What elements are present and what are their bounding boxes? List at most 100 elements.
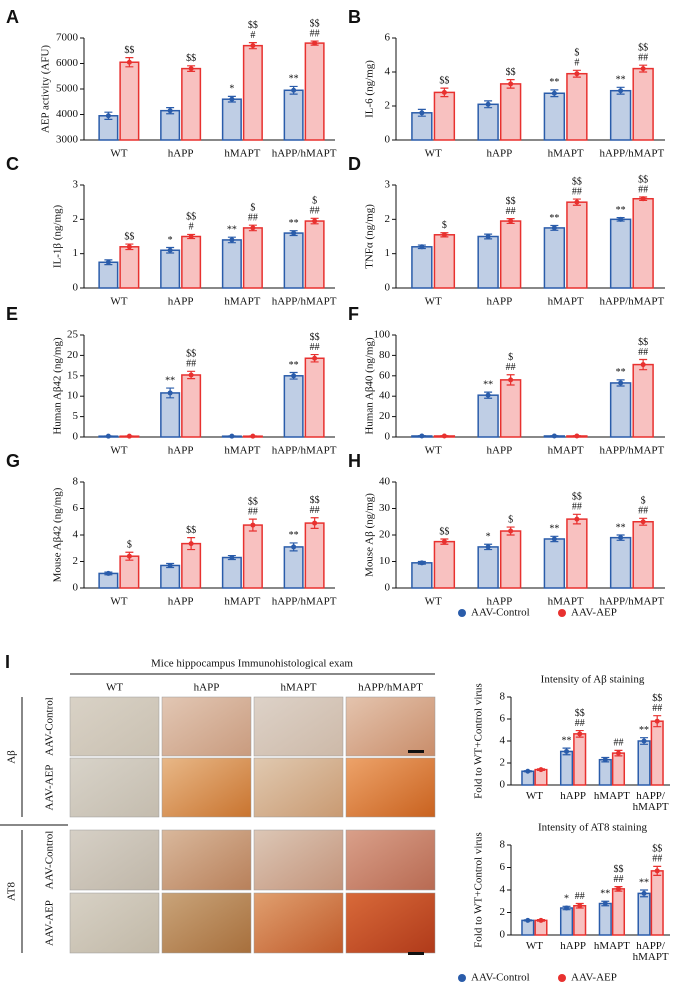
significance: ** bbox=[165, 375, 175, 386]
x-tick-label: hMAPT bbox=[548, 596, 584, 608]
y-tick-label: 5 bbox=[73, 410, 79, 422]
y-tick-label: 7000 bbox=[56, 32, 79, 44]
significance: $ bbox=[508, 514, 513, 525]
significance: ## bbox=[613, 738, 623, 749]
histology-image bbox=[345, 892, 436, 954]
mean-dot bbox=[312, 218, 318, 224]
bar bbox=[283, 546, 304, 589]
significance: ** bbox=[289, 360, 299, 371]
histology-image bbox=[253, 757, 344, 818]
bar bbox=[477, 546, 499, 589]
y-tick-label: 3000 bbox=[56, 134, 79, 146]
bar bbox=[609, 218, 632, 289]
significance: $ bbox=[641, 496, 646, 507]
bar bbox=[433, 540, 456, 589]
x-tick-label: hAPP/hMAPT bbox=[272, 296, 337, 308]
x-tick-label: hAPP/hMAPT bbox=[272, 596, 337, 608]
y-tick-label: 60 bbox=[379, 369, 391, 381]
significance: $ bbox=[442, 220, 447, 231]
legend-marker bbox=[458, 609, 466, 617]
y-tick-label: 20 bbox=[379, 410, 391, 422]
bar bbox=[411, 246, 433, 289]
mean-dot bbox=[105, 570, 111, 576]
y-axis-label: TNFα (ng/mg) bbox=[364, 204, 376, 269]
significance: $$ bbox=[439, 75, 449, 86]
significance: $$ bbox=[124, 45, 134, 56]
y-tick-label: 80 bbox=[379, 349, 391, 361]
bar bbox=[609, 89, 632, 141]
panel-letter: A bbox=[6, 7, 19, 27]
y-axis-label: IL-1β (ng/mg) bbox=[52, 205, 64, 269]
bar bbox=[609, 382, 632, 438]
bar bbox=[609, 536, 632, 589]
y-tick-label: 6 bbox=[385, 32, 391, 44]
x-tick-label: hMAPT bbox=[548, 148, 584, 160]
y-tick-label: 2 bbox=[73, 555, 79, 567]
significance: ## bbox=[310, 28, 320, 39]
bar bbox=[598, 758, 612, 786]
mean-dot bbox=[291, 230, 297, 236]
y-tick-label: 8 bbox=[73, 476, 79, 488]
significance: ** bbox=[289, 74, 299, 85]
mean-dot bbox=[538, 917, 544, 923]
bar bbox=[611, 752, 626, 786]
significance: ## bbox=[575, 718, 585, 729]
histology-image bbox=[69, 829, 160, 891]
x-tick-label: hAPP bbox=[168, 148, 194, 160]
bar bbox=[242, 44, 263, 141]
mean-dot bbox=[564, 905, 570, 911]
x-tick-label: hAPP/hMAPT bbox=[599, 296, 664, 308]
y-tick-label: 0 bbox=[73, 582, 79, 594]
x-tick-label: hMAPT bbox=[224, 596, 260, 608]
significance: $$ bbox=[613, 864, 623, 875]
significance: $$ bbox=[186, 525, 196, 536]
significance: $$ bbox=[638, 337, 648, 348]
bar bbox=[499, 530, 522, 589]
bar bbox=[283, 375, 304, 438]
y-tick-label: 30 bbox=[379, 502, 391, 514]
chart-title: Intensity of AT8 staining bbox=[538, 822, 648, 834]
row-label: AAV-Control bbox=[44, 831, 56, 890]
panel-letter: I bbox=[5, 652, 10, 672]
mean-dot bbox=[126, 59, 132, 65]
mean-dot bbox=[441, 89, 447, 95]
bar bbox=[559, 750, 574, 786]
bar bbox=[181, 235, 202, 289]
mean-dot bbox=[641, 890, 647, 896]
legend-label: AAV-Control bbox=[471, 607, 530, 619]
bar bbox=[283, 232, 304, 289]
mean-dot bbox=[485, 101, 491, 107]
significance: $ bbox=[312, 196, 317, 207]
bar bbox=[632, 521, 654, 589]
panel-letter: F bbox=[348, 304, 359, 324]
y-tick-label: 4 bbox=[500, 884, 506, 896]
mean-dot bbox=[167, 247, 173, 253]
bar bbox=[566, 518, 588, 589]
mean-dot bbox=[126, 244, 132, 250]
significance: # bbox=[189, 222, 194, 233]
y-tick-label: 4 bbox=[73, 529, 79, 541]
mean-dot bbox=[618, 88, 624, 94]
column-label: hMAPT bbox=[280, 682, 316, 694]
significance: ** bbox=[639, 877, 649, 888]
bar bbox=[632, 197, 654, 289]
x-tick-label: hAPP bbox=[560, 940, 586, 952]
panel-letter: C bbox=[6, 154, 19, 174]
histology-image bbox=[161, 829, 252, 891]
mean-dot bbox=[640, 362, 646, 368]
y-tick-label: 10 bbox=[67, 390, 79, 402]
y-axis-label: Mouse Aβ (ng/mg) bbox=[364, 493, 376, 577]
mean-dot bbox=[229, 433, 235, 439]
x-tick-label: WT bbox=[425, 296, 442, 308]
significance: ** bbox=[616, 522, 626, 533]
x-tick-label: hAPP/ hMAPT bbox=[632, 790, 669, 813]
mean-dot bbox=[229, 555, 235, 561]
significance: $$ bbox=[652, 844, 662, 855]
mean-dot bbox=[188, 372, 194, 378]
y-tick-label: 3 bbox=[385, 179, 391, 191]
significance: $$ bbox=[248, 20, 258, 31]
mean-dot bbox=[641, 738, 647, 744]
mean-dot bbox=[551, 225, 557, 231]
y-tick-label: 2 bbox=[385, 100, 391, 112]
